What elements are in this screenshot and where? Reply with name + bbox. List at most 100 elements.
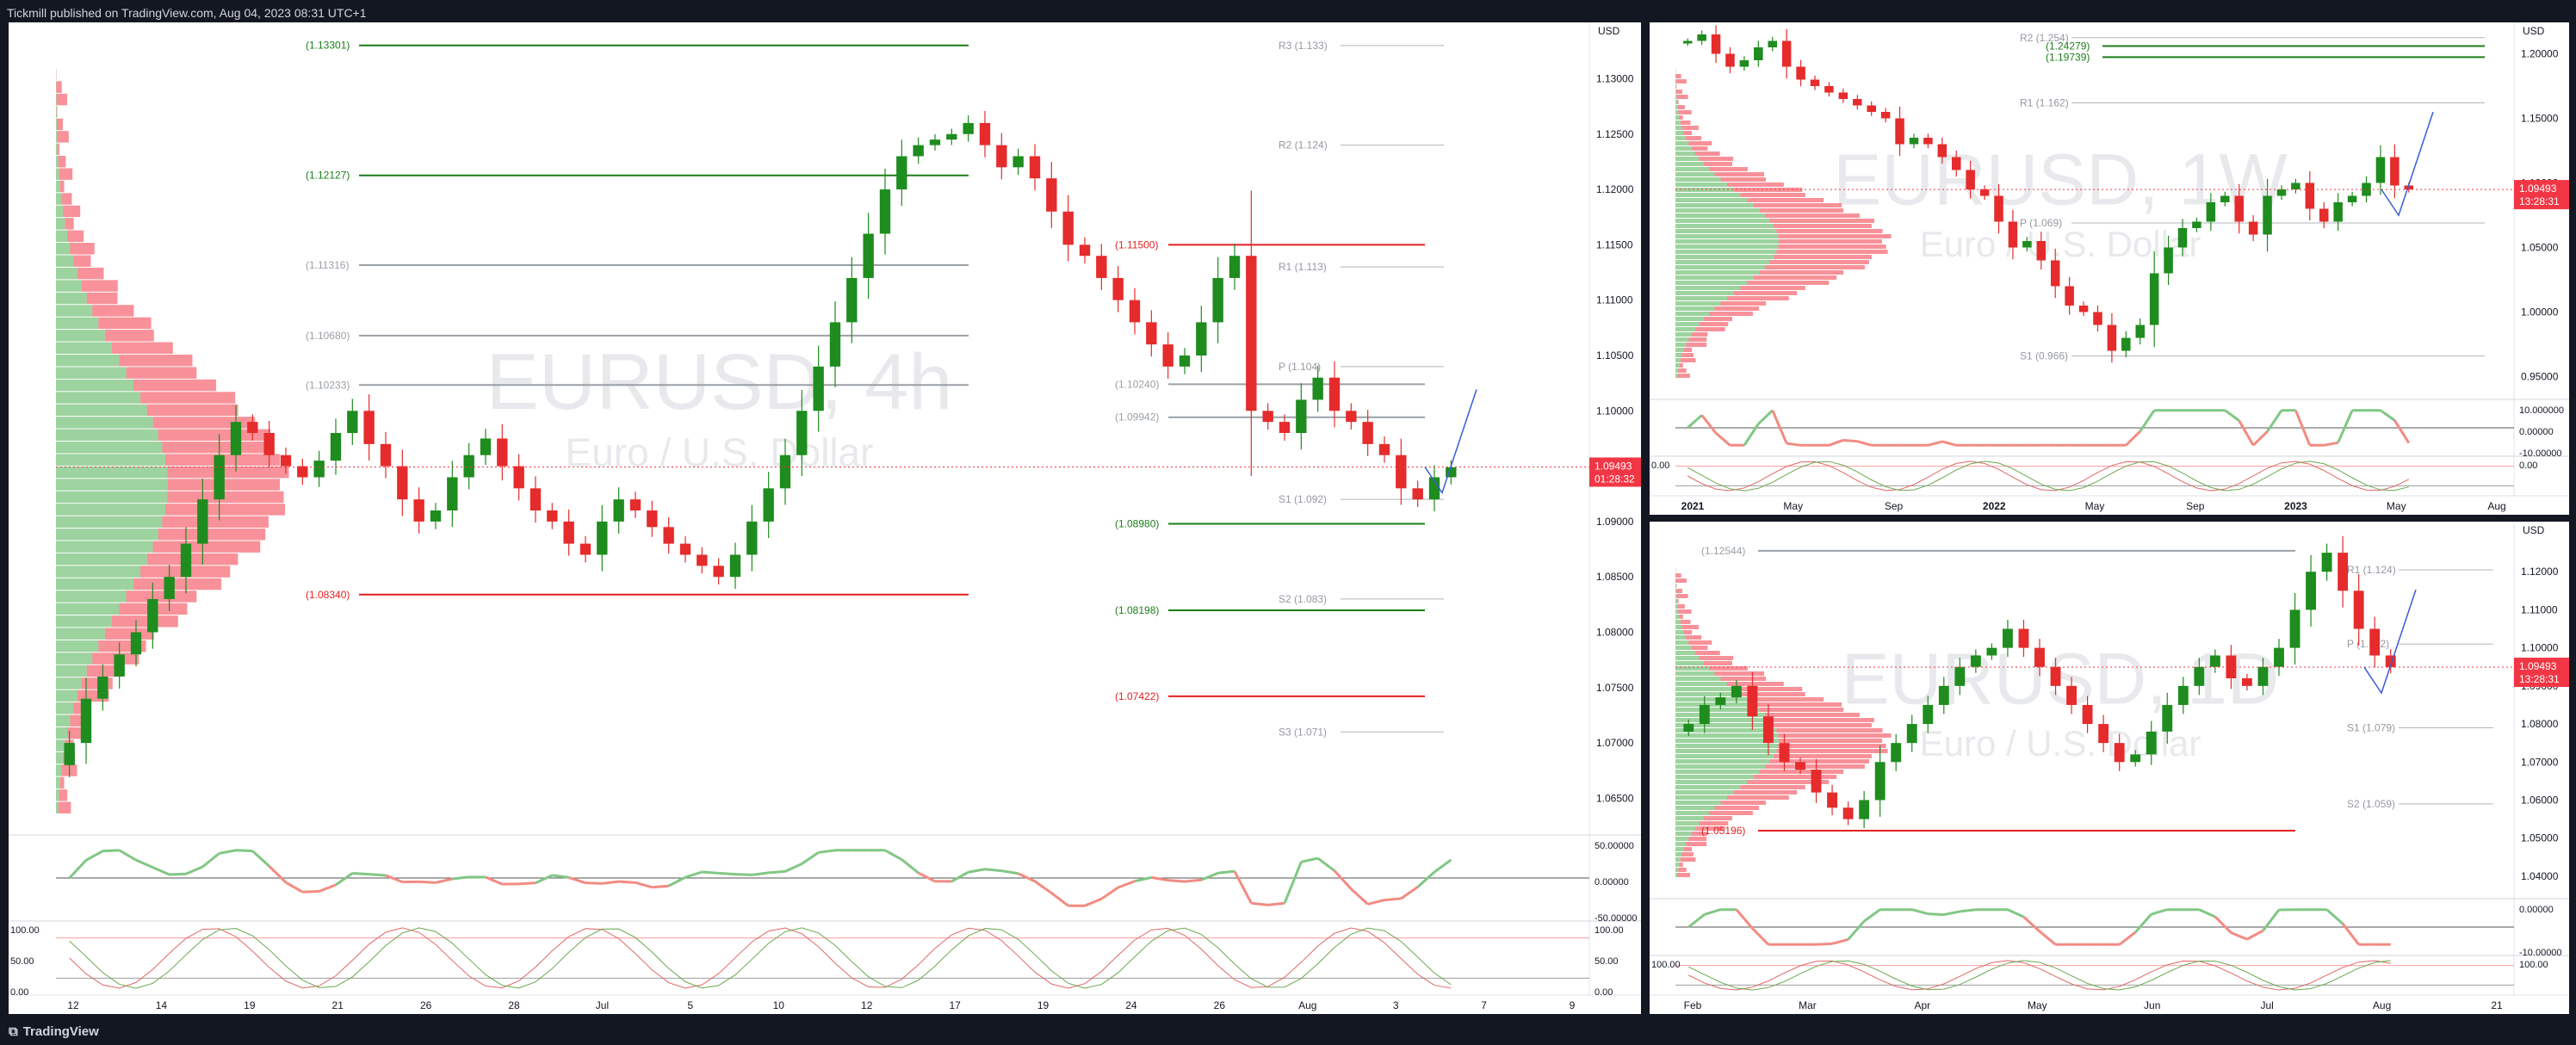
- candle-body: [363, 411, 375, 444]
- volume-profile-bar: [1675, 337, 1689, 342]
- chart-panel-1d[interactable]: USD EURUSD, 1D Euro / U.S. Dollar 1.12000 1.…: [1650, 522, 2569, 1014]
- price-tick-label: 1.08000: [1596, 627, 1634, 639]
- rsi-tick-label: 0.00000: [1595, 877, 1629, 887]
- candle-body: [480, 438, 492, 455]
- volume-profile-bar: [1688, 640, 1712, 645]
- volume-profile-bar: [1764, 265, 1865, 269]
- volume-profile-bar: [1675, 682, 1727, 686]
- price-tick-label: 1.07000: [2521, 756, 2559, 768]
- volume-profile-bar: [1675, 609, 1679, 614]
- volume-profile-bar: [126, 591, 197, 603]
- volume-profile-bar: [1675, 832, 1692, 836]
- candle-body: [64, 743, 75, 765]
- candle-body: [1682, 40, 1693, 44]
- volume-profile-bar: [1675, 84, 1677, 89]
- volume-profile-bar: [56, 392, 141, 404]
- chart-panel-1w[interactable]: USD EURUSD, 1W Euro / U.S. Dollar 1.20000 1.…: [1650, 22, 2569, 515]
- volume-profile-bar: [1675, 177, 1721, 182]
- rsi-segment: [251, 850, 270, 868]
- volume-profile-bar: [1720, 677, 1767, 681]
- rsi-segment: [801, 851, 820, 865]
- time-tick-label: 17: [949, 999, 961, 1011]
- volume-profile-bar: [1675, 599, 1677, 603]
- volume-profile-bar: [56, 479, 168, 491]
- volume-profile-bar: [1675, 353, 1682, 357]
- volume-profile-bar: [1703, 162, 1732, 166]
- time-tick-label: 12: [67, 999, 79, 1011]
- volume-profile-bar: [1675, 702, 1754, 707]
- volume-profile-bar: [1675, 728, 1777, 733]
- candle-body: [2242, 678, 2252, 686]
- rsi-segment: [1333, 869, 1353, 890]
- stoch-d-line: [69, 927, 1452, 989]
- price-tick-label: 1.07500: [1596, 682, 1634, 694]
- pivot-label: S1 (1.079): [2347, 721, 2395, 733]
- volume-profile-bar: [1677, 105, 1685, 109]
- volume-profile-bar: [56, 776, 60, 789]
- candle-body: [2065, 286, 2074, 306]
- candle-body: [946, 133, 957, 140]
- candle-body: [863, 233, 874, 278]
- price-tick-label: 1.12000: [2521, 566, 2559, 578]
- rsi-segment: [1134, 875, 1152, 883]
- volume-profile-bar: [1675, 857, 1681, 862]
- candle-body: [2003, 628, 2013, 648]
- volume-profile-bar: [165, 504, 286, 516]
- volume-profile-bar: [1677, 873, 1690, 877]
- projection-path: [2381, 111, 2434, 217]
- rsi-segment: [1350, 887, 1369, 906]
- candle-body: [2018, 628, 2029, 648]
- volume-profile-bar: [56, 342, 112, 354]
- volume-profile-bar: [158, 529, 266, 541]
- candle-body: [1162, 344, 1173, 367]
- time-tick-label: Aug: [2373, 999, 2391, 1011]
- publisher-header: Tickmill published on TradingView.com, A…: [7, 6, 367, 20]
- rsi-segment: [2323, 441, 2338, 447]
- candle-body: [297, 466, 308, 478]
- price-tick-label: 1.11000: [1596, 294, 1633, 306]
- volume-profile-bar: [1681, 625, 1699, 629]
- volume-profile-bar: [1675, 671, 1715, 676]
- volume-profile-bar: [56, 292, 87, 305]
- price-badge-countdown: 13:28:31: [2519, 673, 2560, 685]
- candle-body: [2066, 685, 2077, 705]
- volume-profile-bar: [1676, 100, 1679, 104]
- volume-profile-bar: [86, 292, 118, 305]
- candle-body: [1196, 322, 1207, 356]
- candle-body: [2192, 221, 2201, 228]
- chart-panel-4h[interactable]: USD EURUSD, 4h Euro / U.S. Dollar 1.13000 1.…: [9, 22, 1641, 1014]
- volume-profile-bar: [1714, 172, 1764, 176]
- candle-body: [1768, 40, 1778, 47]
- time-tick-label: Sep: [1885, 500, 1904, 512]
- level-label: (1.13301): [306, 40, 350, 52]
- volume-profile-bar: [1675, 584, 1677, 588]
- candle-body: [2121, 337, 2131, 351]
- volume-profile-bar: [1678, 368, 1687, 373]
- rsi-segment: [1735, 908, 1754, 930]
- candle-body: [1428, 477, 1440, 500]
- time-tick-label: Jul: [2260, 999, 2273, 1011]
- level-label: (1.09942): [1115, 411, 1159, 424]
- rsi-segment: [152, 866, 170, 876]
- volume-profile-bar: [56, 566, 141, 578]
- pivot-label: R1 (1.162): [2020, 97, 2069, 109]
- candle-body: [697, 554, 708, 566]
- rsi-segment: [1786, 442, 1801, 447]
- volume-profile-bar: [1675, 90, 1682, 94]
- volume-profile-bar: [1679, 115, 1683, 120]
- volume-profile-bar: [1675, 260, 1770, 264]
- price-tick-label: 1.00000: [2521, 306, 2559, 318]
- projection-path: [1424, 389, 1477, 495]
- volume-profile-bar: [1726, 296, 1789, 300]
- time-tick-label: May: [1783, 500, 1803, 512]
- rsi-segment: [552, 874, 569, 879]
- volume-profile-bar: [152, 417, 256, 429]
- time-tick-label: 5: [688, 999, 694, 1011]
- volume-profile-bar: [56, 354, 120, 367]
- pivot-label: S2 (1.083): [1279, 593, 1327, 605]
- volume-profile-bar: [1675, 749, 1777, 753]
- volume-profile-bar: [162, 516, 269, 529]
- candle-body: [629, 499, 641, 511]
- volume-profile-bar: [1675, 677, 1721, 681]
- volume-profile-bar: [1675, 348, 1684, 352]
